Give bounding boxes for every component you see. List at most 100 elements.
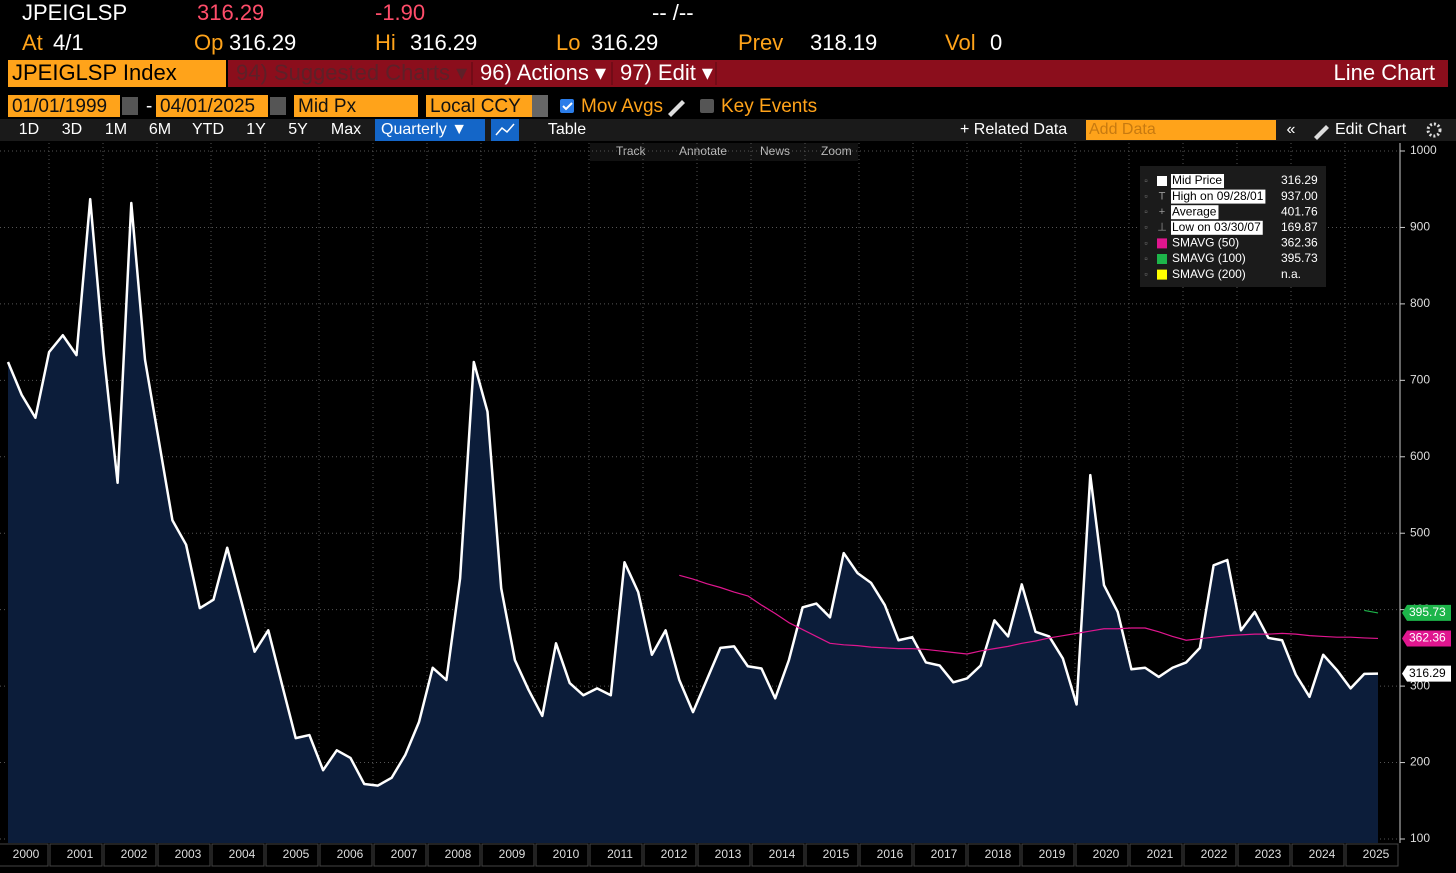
- field-label: Vol: [945, 30, 976, 55]
- legend-value: n.a.: [1281, 267, 1301, 281]
- period[interactable]: Max: [331, 121, 361, 138]
- frequency[interactable]: Quarterly ▼: [381, 121, 467, 138]
- ticker: JPEIGLSP: [22, 0, 127, 25]
- field[interactable]: Mid Px: [298, 96, 357, 117]
- value-tag-label: 316.29: [1409, 666, 1446, 680]
- x-tick-label: 2025: [1363, 847, 1390, 861]
- currency[interactable]: Local CCY: [430, 96, 521, 117]
- pencil-icon[interactable]: [668, 100, 685, 117]
- period[interactable]: YTD: [192, 121, 224, 138]
- security[interactable]: JPEIGLSP Index: [12, 60, 177, 85]
- x-axis-strip: [0, 843, 1456, 873]
- legend-icon: ⊥: [1157, 222, 1167, 234]
- chart-tool[interactable]: Track: [616, 144, 647, 158]
- calendar-icon[interactable]: [122, 97, 138, 115]
- year-cell: [643, 843, 697, 867]
- legend-value: 395.73: [1281, 251, 1318, 265]
- x-tick-label: 2007: [391, 847, 418, 861]
- x-tick-label: 2013: [715, 847, 742, 861]
- value-tag-label: 362.36: [1409, 631, 1446, 645]
- x-tick-label: 2012: [661, 847, 688, 861]
- add-data[interactable]: Add Data: [1089, 121, 1156, 138]
- period[interactable]: 1M: [105, 121, 127, 138]
- legend-value: 362.36: [1281, 236, 1318, 250]
- menu-item[interactable]: 96) Actions ▾: [480, 60, 606, 85]
- legend-icon: +: [1159, 206, 1165, 218]
- x-tick-label: 2008: [445, 847, 472, 861]
- add-data-field[interactable]: [1086, 120, 1276, 140]
- legend-value: 169.87: [1281, 220, 1318, 234]
- field-value: 4/1: [53, 30, 84, 55]
- security-box[interactable]: [8, 60, 226, 87]
- x-tick-label: 2021: [1147, 847, 1174, 861]
- start-date[interactable]: 01/01/1999: [12, 96, 107, 117]
- year-cell: [697, 843, 751, 867]
- pencil-icon[interactable]: [1314, 125, 1329, 140]
- legend-arrow: ▫: [1144, 191, 1147, 201]
- field-label: Prev: [738, 30, 783, 55]
- x-tick-label: 2001: [67, 847, 94, 861]
- menu-item[interactable]: 94) Suggested Charts ▾: [236, 60, 467, 85]
- chart-tool[interactable]: News: [760, 144, 790, 158]
- checkbox[interactable]: [700, 99, 714, 113]
- currency-select[interactable]: [426, 95, 532, 117]
- year-cell: [49, 843, 103, 867]
- key-events[interactable]: Key Events: [721, 96, 817, 117]
- field-value: 316.29: [410, 30, 477, 55]
- chart-icon: [495, 123, 515, 136]
- time: -- /--: [652, 0, 694, 25]
- period[interactable]: 1Y: [246, 121, 266, 138]
- x-tick-label: 2019: [1039, 847, 1066, 861]
- field-select[interactable]: [294, 95, 418, 117]
- gear-icon[interactable]: [1426, 122, 1442, 138]
- chart-tool[interactable]: Annotate: [679, 144, 727, 158]
- period[interactable]: 1D: [19, 121, 39, 138]
- year-cell: [1345, 843, 1399, 867]
- year-cell: [859, 843, 913, 867]
- dropdown[interactable]: [532, 95, 548, 117]
- end-field[interactable]: [156, 95, 268, 117]
- back-button[interactable]: «: [1287, 121, 1296, 138]
- mov-avgs[interactable]: Mov Avgs: [581, 96, 663, 117]
- checkbox-checked[interactable]: [560, 99, 574, 113]
- calendar-icon[interactable]: [270, 97, 286, 115]
- field-label: Lo: [556, 30, 580, 55]
- year-cell: [1021, 843, 1075, 867]
- legend-arrow: ▫: [1144, 238, 1147, 248]
- period[interactable]: 3D: [62, 121, 82, 138]
- period[interactable]: 6M: [149, 121, 171, 138]
- y-tick-label: 900: [1410, 220, 1430, 234]
- legend-arrow: ▫: [1144, 175, 1147, 185]
- value-tag: [1402, 630, 1451, 647]
- y-tick-label: 1000: [1410, 143, 1437, 157]
- legend-arrow: ▫: [1144, 269, 1147, 279]
- value-tag: [1402, 604, 1451, 621]
- related-data[interactable]: + Related Data: [960, 121, 1067, 138]
- year-cell: [265, 843, 319, 867]
- frequency-button[interactable]: [375, 119, 485, 141]
- period[interactable]: 5Y: [288, 121, 308, 138]
- field-value: 318.19: [810, 30, 877, 55]
- y-tick-label: 600: [1410, 449, 1430, 463]
- legend-swatch: [1157, 238, 1167, 249]
- field-label: At: [22, 30, 43, 55]
- x-tick-label: 2010: [553, 847, 580, 861]
- legend-arrow: ▫: [1144, 222, 1147, 232]
- legend-label-bg: [1171, 189, 1266, 204]
- x-tick-label: 2000: [13, 847, 40, 861]
- x-tick-label: 2014: [769, 847, 796, 861]
- year-cell: [373, 843, 427, 867]
- legend-arrow: ▫: [1144, 253, 1147, 263]
- end-date[interactable]: 04/01/2025: [160, 96, 255, 117]
- y-tick-label: 700: [1410, 373, 1430, 387]
- menu-bar: [228, 60, 1448, 87]
- start-field[interactable]: [8, 95, 120, 117]
- legend-label: Low on 03/30/07: [1172, 220, 1261, 234]
- edit-chart[interactable]: Edit Chart: [1335, 121, 1407, 138]
- year-cell: [481, 843, 535, 867]
- x-tick-label: 2024: [1309, 847, 1336, 861]
- menu-item[interactable]: 97) Edit ▾: [620, 60, 713, 85]
- y-tick-label: 800: [1410, 296, 1430, 310]
- table-button[interactable]: Table: [548, 121, 586, 138]
